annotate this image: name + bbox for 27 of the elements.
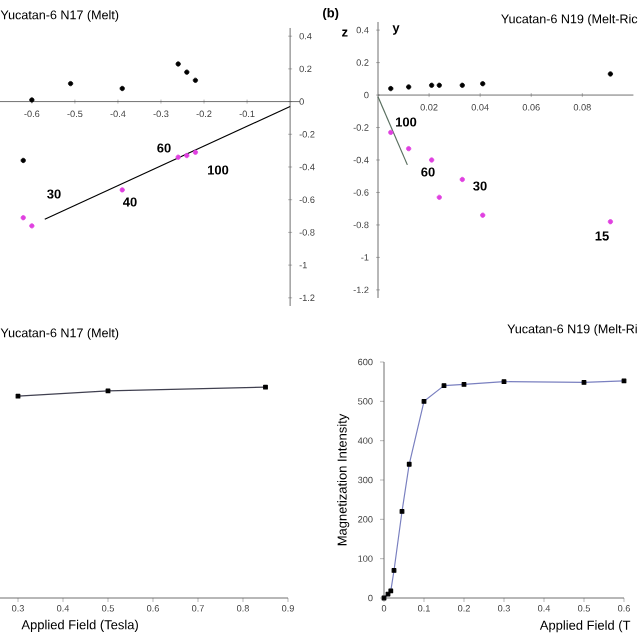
point [192,149,199,155]
point [184,152,190,159]
point [436,82,442,88]
point [119,187,125,193]
point [68,81,74,87]
point [192,77,199,83]
point [29,223,35,229]
point [388,85,394,92]
point [480,81,486,87]
point [119,85,125,92]
point [184,69,190,75]
point [607,219,614,225]
point [480,212,486,218]
point [436,194,442,200]
point [429,157,435,163]
point [459,176,465,183]
point [406,146,412,152]
point [388,129,394,135]
point [459,82,465,88]
point [429,82,435,88]
point [607,71,614,77]
point [20,157,26,164]
point [175,61,181,67]
point [20,215,26,221]
point [175,154,181,160]
point [406,84,412,90]
point [29,97,35,103]
